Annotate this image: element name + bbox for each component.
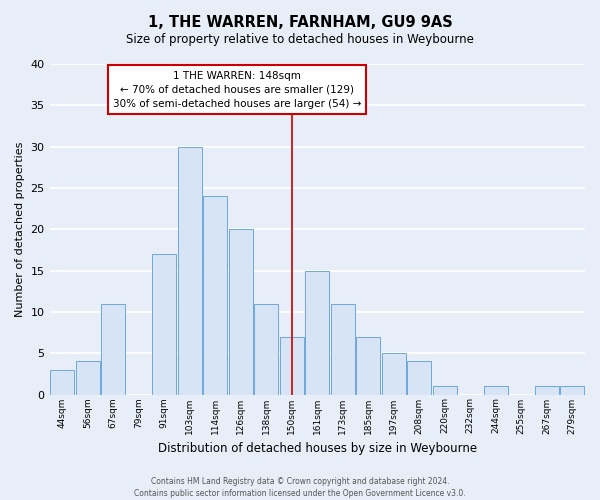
Bar	[178, 146, 202, 394]
Bar	[203, 196, 227, 394]
Bar	[254, 304, 278, 394]
Bar	[433, 386, 457, 394]
Bar	[229, 230, 253, 394]
Text: 1 THE WARREN: 148sqm
← 70% of detached houses are smaller (129)
30% of semi-deta: 1 THE WARREN: 148sqm ← 70% of detached h…	[113, 70, 361, 108]
Text: 1, THE WARREN, FARNHAM, GU9 9AS: 1, THE WARREN, FARNHAM, GU9 9AS	[148, 15, 452, 30]
Bar	[305, 270, 329, 394]
Bar	[382, 353, 406, 395]
Bar	[484, 386, 508, 394]
Bar	[50, 370, 74, 394]
Y-axis label: Number of detached properties: Number of detached properties	[15, 142, 25, 317]
Bar	[331, 304, 355, 394]
Bar	[356, 336, 380, 394]
Bar	[535, 386, 559, 394]
Bar	[152, 254, 176, 394]
Bar	[76, 362, 100, 394]
X-axis label: Distribution of detached houses by size in Weybourne: Distribution of detached houses by size …	[158, 442, 477, 455]
Bar	[407, 362, 431, 394]
Text: Size of property relative to detached houses in Weybourne: Size of property relative to detached ho…	[126, 32, 474, 46]
Text: Contains HM Land Registry data © Crown copyright and database right 2024.
Contai: Contains HM Land Registry data © Crown c…	[134, 476, 466, 498]
Bar	[560, 386, 584, 394]
Bar	[101, 304, 125, 394]
Bar	[280, 336, 304, 394]
